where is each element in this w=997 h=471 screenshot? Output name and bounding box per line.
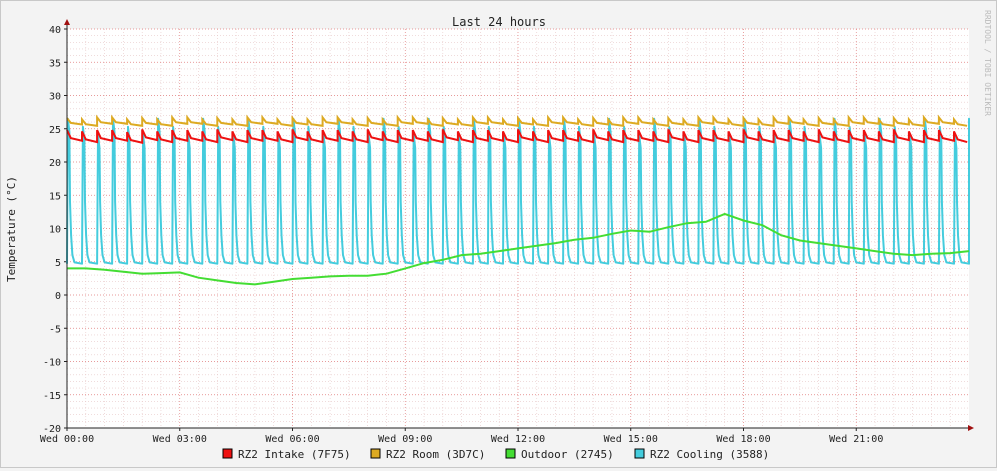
legend-label: RZ2 Intake (7F75) [238, 448, 351, 461]
x-tick-label: Wed 06:00 [265, 434, 319, 445]
legend-swatch [505, 448, 516, 459]
chart-title: Last 24 hours [452, 15, 546, 29]
legend-swatch [370, 448, 381, 459]
series-line-intake [66, 128, 968, 144]
series-line-cooling [66, 117, 970, 265]
y-tick-label: 20 [49, 158, 61, 169]
x-tick-label: Wed 15:00 [604, 434, 658, 445]
legend: RZ2 Intake (7F75) RZ2 Room (3D7C) Outdoor … [222, 448, 769, 461]
x-tick-label: Wed 00:00 [40, 434, 94, 445]
x-tick-labels: Wed 00:00 Wed 03:00 Wed 06:00 Wed 09:00 Wed … [40, 434, 883, 445]
x-tick-label: Wed 12:00 [491, 434, 545, 445]
legend-label: RZ2 Room (3D7C) [386, 448, 485, 461]
series-line-room [66, 114, 968, 127]
y-tick-labels: 40 35 30 25 20 15 10 5 0 -5 -10 -15 -20 [43, 25, 61, 435]
y-tick-label: 5 [55, 258, 61, 269]
x-tick-label: Wed 03:00 [153, 434, 207, 445]
x-tick-label: Wed 21:00 [829, 434, 883, 445]
y-tick-label: 40 [49, 25, 61, 36]
y-tick-label: -20 [43, 424, 61, 435]
series-layer [66, 114, 970, 286]
x-tick-label: Wed 09:00 [378, 434, 432, 445]
legend-label: Outdoor (2745) [521, 448, 614, 461]
y-tick-label: 30 [49, 92, 61, 103]
y-tick-label: -5 [49, 324, 61, 335]
y-tick-label: 25 [49, 125, 61, 136]
y-tick-label: 10 [49, 225, 61, 236]
y-tick-label: 35 [49, 58, 61, 69]
legend-label: RZ2 Cooling (3588) [650, 448, 769, 461]
y-tick-label: 0 [55, 291, 61, 302]
x-tick-label: Wed 18:00 [716, 434, 770, 445]
series-line-outdoor [67, 212, 970, 286]
y-tick-label: -10 [43, 358, 61, 369]
y-axis-label: Temperature (°C) [5, 176, 18, 282]
y-axis-arrow-icon [64, 19, 70, 25]
legend-swatch [222, 448, 233, 459]
axes [64, 19, 974, 431]
x-axis-arrow-icon [968, 425, 974, 431]
watermark: RRDTOOL / TOBI OETIKER [983, 10, 992, 116]
legend-swatch [634, 448, 645, 459]
y-tick-label: -15 [43, 391, 61, 402]
y-tick-label: 15 [49, 191, 61, 202]
